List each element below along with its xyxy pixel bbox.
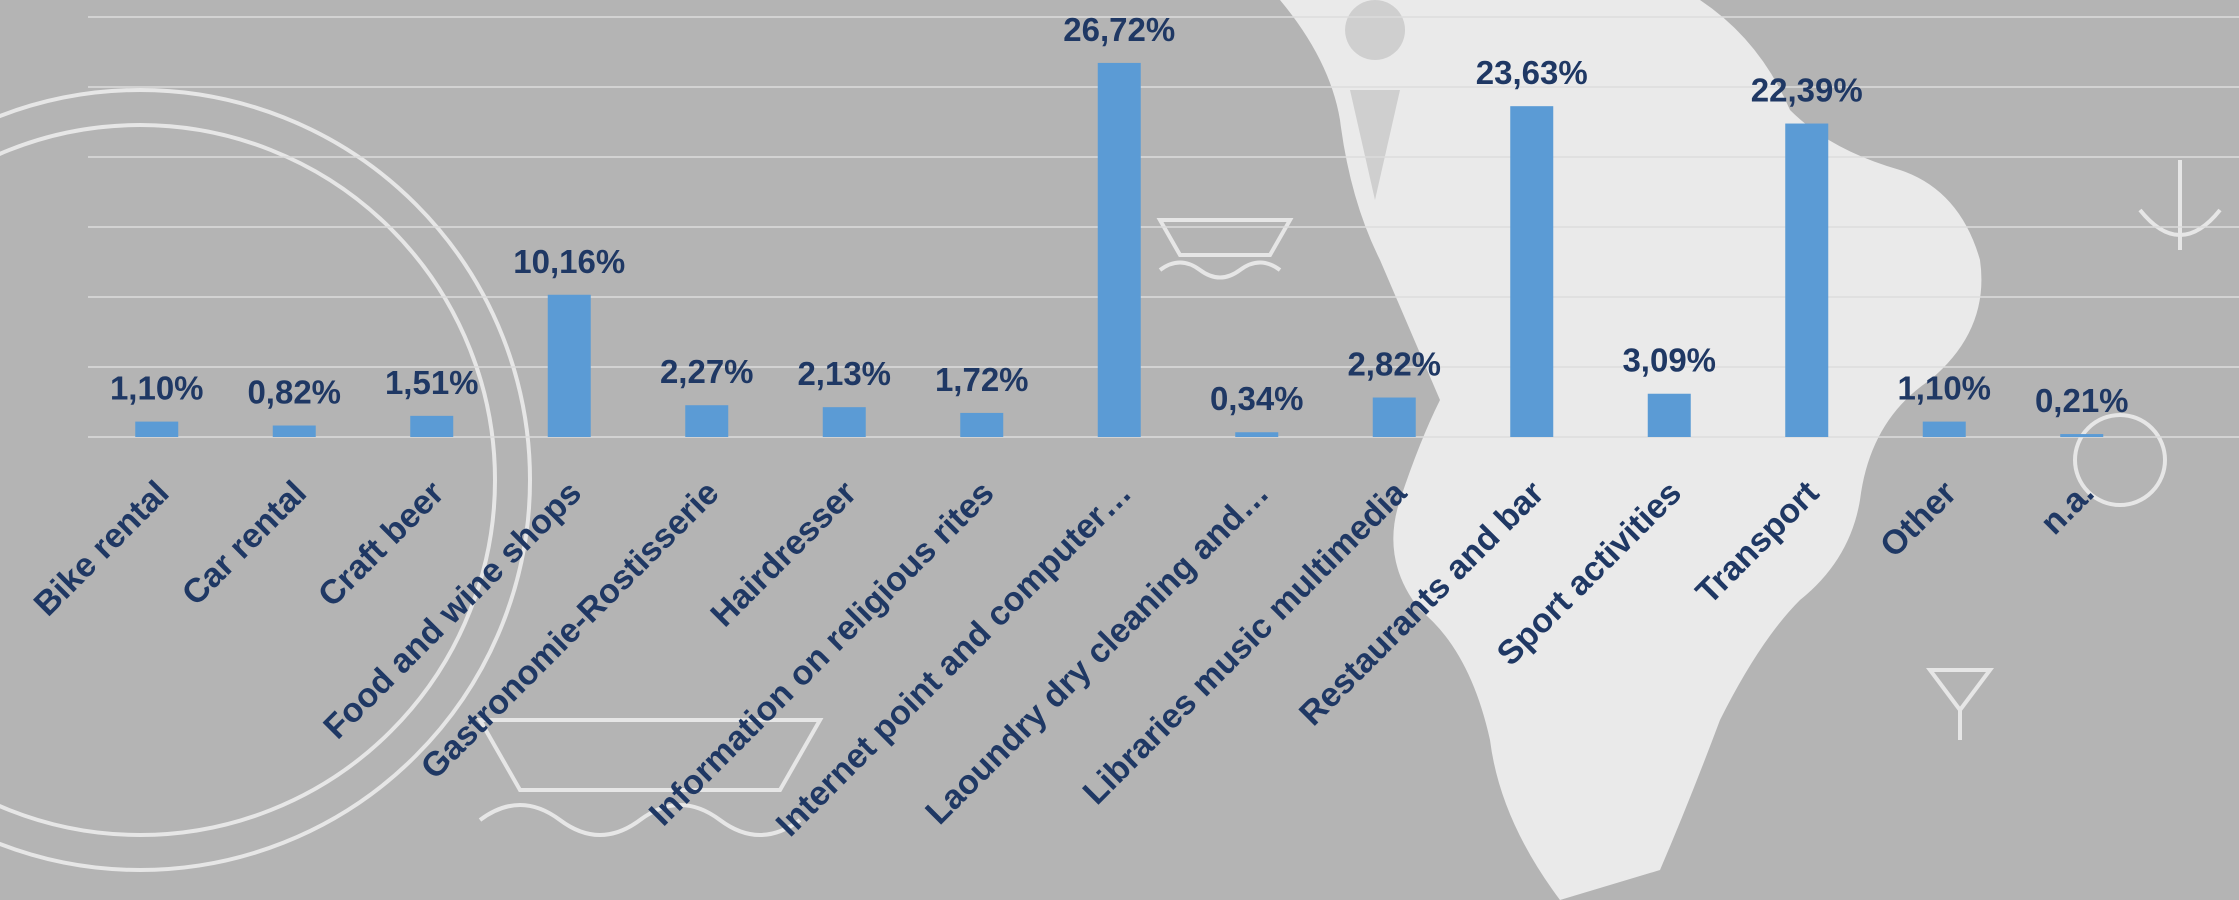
value-label: 3,09% (1622, 342, 1716, 379)
bar (1922, 421, 1966, 437)
bar (1372, 397, 1416, 437)
x-tick-label: Bike rental (27, 474, 177, 624)
value-label: 0,82% (247, 374, 341, 411)
x-tick-label: Other (1873, 474, 1964, 565)
value-label: 2,82% (1347, 346, 1441, 383)
value-label: 26,72% (1063, 11, 1175, 48)
bar (1647, 393, 1691, 437)
x-tick-label: Food and wine shops (316, 474, 589, 747)
value-label: 1,51% (385, 364, 479, 401)
bar (547, 294, 591, 437)
value-label: 1,72% (935, 361, 1029, 398)
value-label: 22,39% (1751, 72, 1863, 109)
value-label: 1,10% (1897, 370, 1991, 407)
bar (1785, 123, 1829, 437)
bar (822, 407, 866, 437)
value-label: 23,63% (1476, 54, 1588, 91)
bar (272, 425, 316, 437)
bar (960, 412, 1004, 437)
value-label: 0,21% (2035, 382, 2129, 419)
value-label: 1,10% (110, 370, 204, 407)
bar (2060, 434, 2104, 437)
value-label: 2,27% (660, 353, 754, 390)
bar (1510, 106, 1554, 438)
bar (1235, 432, 1279, 437)
x-tick-label: Car rental (175, 474, 314, 613)
value-label: 10,16% (513, 243, 625, 280)
value-label: 0,34% (1210, 380, 1304, 417)
x-tick-label: Craft beer (311, 474, 451, 614)
bar (410, 415, 454, 437)
bar (135, 421, 179, 437)
x-tick-label: n.a. (2033, 474, 2101, 542)
value-label: 2,13% (797, 355, 891, 392)
bar (685, 405, 729, 437)
bar (1097, 62, 1141, 438)
